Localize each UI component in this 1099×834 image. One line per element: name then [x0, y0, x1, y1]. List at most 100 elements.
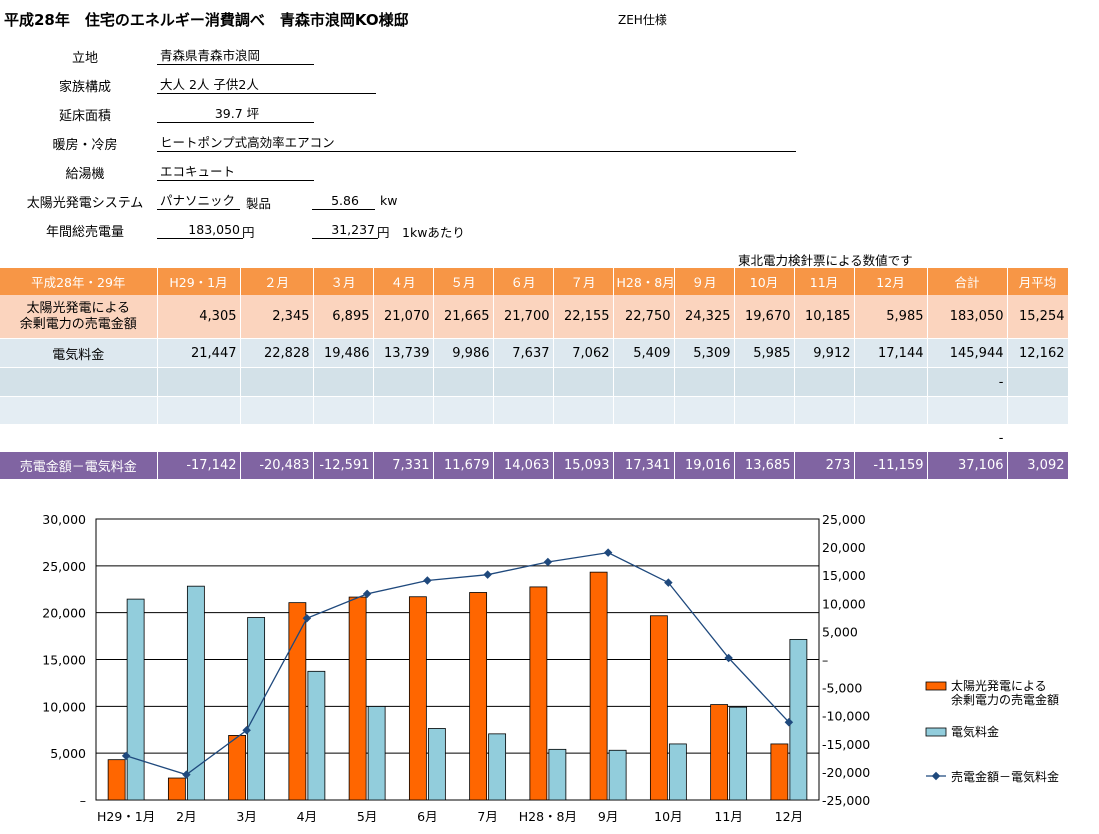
table-cell: 22,155 — [553, 295, 614, 339]
table-cell: 14,063 — [493, 452, 554, 479]
family-value: 大人 2人 子供2人 — [157, 76, 376, 94]
page-title: 平成28年 住宅のエネルギー消費調べ 青森市浪岡KO様邸 — [4, 11, 409, 29]
diff-point — [603, 548, 613, 557]
bar-solar — [288, 602, 307, 801]
legend-swatch-solar — [925, 681, 947, 691]
bar-electricity — [427, 728, 446, 801]
table-cell: -12,591 — [313, 452, 374, 479]
header-cell: 平成28年・29年 — [0, 268, 158, 295]
heating-value: ヒートポンプ式高効率エアコン — [157, 134, 796, 152]
table-cell: 21,665 — [433, 295, 494, 339]
diff-point — [483, 570, 492, 579]
bar-solar — [228, 735, 247, 801]
table-row-blank: - — [0, 367, 1069, 397]
table-cell: 19,670 — [734, 295, 795, 339]
left-axis-tick-label: 15,000 — [42, 653, 86, 668]
table-row-electricity: 電気料金 21,447 22,828 19,486 13,739 9,986 7… — [0, 338, 1069, 368]
solar-maker-value: パナソニック — [157, 192, 240, 210]
table-cell: 15,093 — [553, 452, 614, 479]
table-cell: 13,685 — [734, 452, 795, 479]
diff-point — [121, 751, 131, 761]
x-axis-tick-label: 4月 — [297, 809, 317, 824]
solar-kw-value: 5.86 — [312, 192, 375, 210]
table-cell: 5,985 — [734, 338, 795, 368]
solar-system-label: 太陽光発電システム — [26, 196, 144, 211]
x-axis-tick-label: H28・8月 — [519, 809, 577, 824]
table-cell: 5,985 — [854, 295, 928, 339]
legend-label-solar-line1: 太陽光発電による — [951, 678, 1047, 693]
bar-solar — [529, 586, 548, 801]
right-axis-tick-label: -25,000 — [822, 793, 870, 808]
table-cell: 37,106 — [927, 452, 1008, 479]
table-cell: 13,739 — [373, 338, 434, 368]
x-axis-tick-label: H29・1月 — [97, 809, 155, 824]
table-cell: 2,345 — [240, 295, 314, 339]
table-cell: 7,637 — [493, 338, 554, 368]
row-label-difference: 売電金額－電気料金 — [0, 452, 158, 479]
diff-line — [125, 551, 790, 776]
header-cell: 合計 — [927, 268, 1008, 295]
table-cell: 183,050 — [927, 295, 1008, 339]
bar-solar — [649, 615, 668, 801]
plot-area — [95, 518, 820, 801]
table-cell: - — [927, 424, 1008, 452]
bar-solar — [167, 777, 186, 801]
annual-yen-unit: 円 — [242, 225, 255, 240]
bar-electricity — [367, 706, 386, 801]
bar-electricity — [668, 743, 687, 801]
table-cell: 17,341 — [613, 452, 675, 479]
table-cell: 4,305 — [157, 295, 241, 339]
row-label-electricity: 電気料金 — [0, 338, 158, 368]
header-cell: ９月 — [674, 268, 735, 295]
bar-electricity — [789, 639, 808, 801]
table-cell: -11,159 — [854, 452, 928, 479]
heating-label: 暖房・冷房 — [52, 138, 118, 153]
x-axis-tick-label: 9月 — [598, 809, 618, 824]
bar-electricity — [247, 617, 266, 801]
area-value: 39.7 坪 — [157, 105, 314, 123]
right-axis-tick-label: -5,000 — [822, 681, 862, 696]
header-cell: 11月 — [794, 268, 855, 295]
water-heater-label: 給湯機 — [65, 167, 105, 182]
left-axis-tick-label: 25,000 — [42, 559, 86, 574]
right-axis-tick-label: 15,000 — [822, 568, 866, 583]
table-cell: 273 — [794, 452, 855, 479]
bar-electricity — [729, 706, 748, 801]
table-cell: 145,944 — [927, 338, 1008, 368]
source-note: 東北電力検針票による数値です — [738, 250, 913, 270]
header-cell: 月平均 — [1007, 268, 1069, 295]
table-cell: 21,070 — [373, 295, 434, 339]
row-label-solar: 太陽光発電による 余剰電力の売電金額 — [0, 295, 158, 339]
annual-sales-label: 年間総売電量 — [45, 225, 124, 240]
table-cell: 22,828 — [240, 338, 314, 368]
left-axis-tick-label: 20,000 — [42, 606, 86, 621]
header-cell: H28・8月 — [613, 268, 675, 295]
table-cell: 24,325 — [674, 295, 735, 339]
diff-point — [543, 557, 553, 567]
table-cell: 7,331 — [373, 452, 434, 479]
left-axis-tick-label: 10,000 — [42, 699, 86, 714]
header-cell: 12月 — [854, 268, 928, 295]
x-axis-tick-label: 12月 — [775, 809, 803, 824]
header-cell: ５月 — [433, 268, 494, 295]
table-cell: 9,912 — [794, 338, 855, 368]
table-cell: 10,185 — [794, 295, 855, 339]
table-cell: 5,309 — [674, 338, 735, 368]
spec-label: ZEH仕様 — [618, 13, 667, 27]
header-cell: H29・1月 — [157, 268, 241, 295]
area-label: 延床面積 — [58, 109, 111, 124]
x-axis-tick-label: 6月 — [417, 809, 437, 824]
table-cell: 22,750 — [613, 295, 675, 339]
header-cell: ２月 — [240, 268, 314, 295]
row-label-solar-line1: 太陽光発電による — [26, 300, 131, 316]
table-row-solar: 太陽光発電による 余剰電力の売電金額 4,305 2,345 6,895 21,0… — [0, 295, 1069, 339]
row-label-solar-line2: 余剰電力の売電金額 — [19, 316, 137, 332]
bar-solar — [348, 596, 367, 801]
header-cell: 10月 — [734, 268, 795, 295]
bar-solar — [589, 571, 608, 801]
left-axis-tick-label: 5,000 — [50, 746, 86, 761]
bar-electricity — [126, 598, 145, 801]
diff-point — [423, 576, 432, 585]
x-axis-tick-label: 10月 — [654, 809, 682, 824]
header-cell: ７月 — [553, 268, 614, 295]
